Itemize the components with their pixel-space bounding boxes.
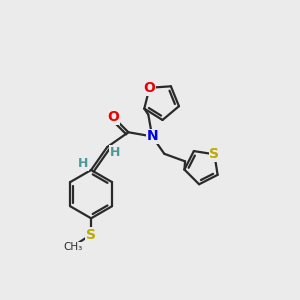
Text: S: S (209, 147, 219, 161)
Text: O: O (144, 81, 155, 95)
Text: H: H (110, 146, 121, 159)
Text: H: H (78, 157, 88, 170)
Text: S: S (86, 227, 96, 242)
Text: O: O (107, 110, 119, 124)
Text: N: N (146, 129, 158, 143)
Text: CH₃: CH₃ (63, 242, 82, 252)
